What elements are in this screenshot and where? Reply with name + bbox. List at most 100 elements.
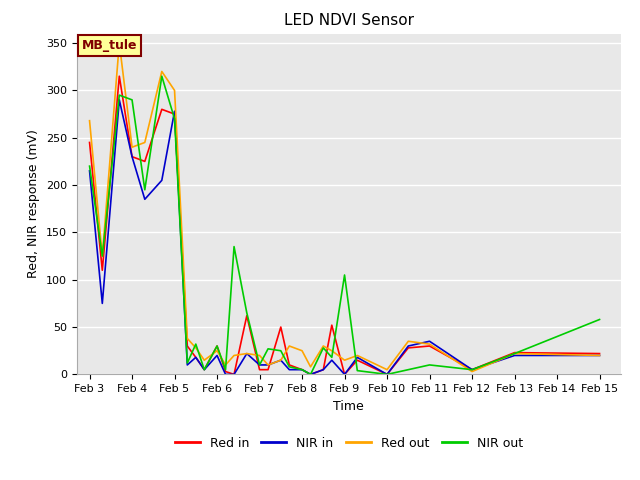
NIR out (298, 367, 306, 372)
NIR out (158, 73, 166, 79)
Text: MB_tule: MB_tule (82, 39, 138, 52)
Red out (200, 357, 208, 363)
NIR in (264, 362, 272, 368)
Red in (285, 362, 293, 368)
NIR out (115, 92, 123, 98)
Red out (353, 353, 361, 359)
NIR in (307, 372, 314, 377)
Red in (213, 343, 221, 349)
Line: Red in: Red in (90, 76, 600, 374)
NIR in (230, 372, 238, 377)
NIR in (115, 97, 123, 103)
NIR in (192, 354, 200, 360)
Red out (230, 353, 238, 359)
Red in (340, 372, 348, 377)
NIR out (319, 345, 327, 351)
Red out (298, 348, 306, 354)
Red out (115, 40, 123, 46)
Red out (468, 369, 476, 374)
NIR in (128, 154, 136, 159)
Red out (340, 357, 348, 363)
Red in (404, 345, 412, 351)
NIR out (171, 116, 179, 121)
NIR in (353, 354, 361, 360)
NIR out (141, 187, 148, 192)
Red out (243, 351, 251, 357)
NIR in (285, 367, 293, 372)
NIR out (285, 364, 293, 370)
Red out (256, 353, 264, 359)
NIR in (426, 338, 433, 344)
Red out (319, 343, 327, 349)
Red in (383, 372, 391, 377)
NIR in (184, 362, 191, 368)
NIR in (328, 357, 335, 363)
Red in (230, 372, 238, 377)
Red in (264, 367, 272, 372)
NIR in (200, 367, 208, 372)
Red in (171, 111, 179, 117)
Red in (141, 158, 148, 164)
NIR out (99, 253, 106, 259)
NIR in (404, 343, 412, 349)
Red in (511, 350, 518, 356)
Red out (86, 118, 93, 123)
Title: LED NDVI Sensor: LED NDVI Sensor (284, 13, 414, 28)
NIR in (213, 353, 221, 359)
Line: Red out: Red out (90, 43, 600, 372)
NIR out (230, 244, 238, 250)
Line: NIR in: NIR in (90, 100, 600, 374)
Red out (383, 367, 391, 372)
Red in (200, 367, 208, 372)
NIR out (340, 272, 348, 278)
NIR out (184, 360, 191, 366)
Red out (264, 362, 272, 368)
Red out (285, 343, 293, 349)
Red out (307, 364, 314, 370)
Red in (596, 351, 604, 357)
NIR in (141, 196, 148, 202)
NIR out (404, 367, 412, 372)
Red out (596, 353, 604, 359)
Red in (256, 367, 264, 372)
Red in (86, 140, 93, 145)
Red in (243, 313, 251, 319)
NIR out (86, 163, 93, 169)
Legend: Red in, NIR in, Red out, NIR out: Red in, NIR in, Red out, NIR out (170, 432, 528, 455)
Red in (99, 267, 106, 273)
NIR in (319, 367, 327, 372)
Red out (184, 336, 191, 341)
Y-axis label: Red, NIR response (mV): Red, NIR response (mV) (28, 130, 40, 278)
NIR out (277, 348, 285, 354)
NIR in (383, 372, 391, 377)
Red in (184, 343, 191, 349)
Red in (221, 369, 229, 374)
Red out (192, 345, 200, 351)
NIR in (221, 372, 229, 377)
Red in (115, 73, 123, 79)
Red in (353, 357, 361, 363)
NIR in (256, 362, 264, 368)
NIR out (511, 351, 518, 357)
NIR in (596, 353, 604, 359)
Red in (319, 367, 327, 372)
Line: NIR out: NIR out (90, 76, 600, 374)
Red in (298, 367, 306, 372)
NIR in (158, 178, 166, 183)
NIR out (383, 372, 391, 377)
Red out (99, 253, 106, 259)
NIR out (221, 367, 229, 372)
NIR in (277, 357, 285, 363)
NIR out (200, 367, 208, 372)
Red in (307, 372, 314, 377)
NIR out (468, 367, 476, 372)
NIR out (243, 310, 251, 316)
NIR in (99, 300, 106, 306)
Red out (128, 144, 136, 150)
Red in (426, 343, 433, 349)
NIR out (426, 362, 433, 368)
NIR in (340, 372, 348, 377)
NIR out (128, 97, 136, 103)
Red out (141, 140, 148, 145)
Red in (192, 354, 200, 360)
